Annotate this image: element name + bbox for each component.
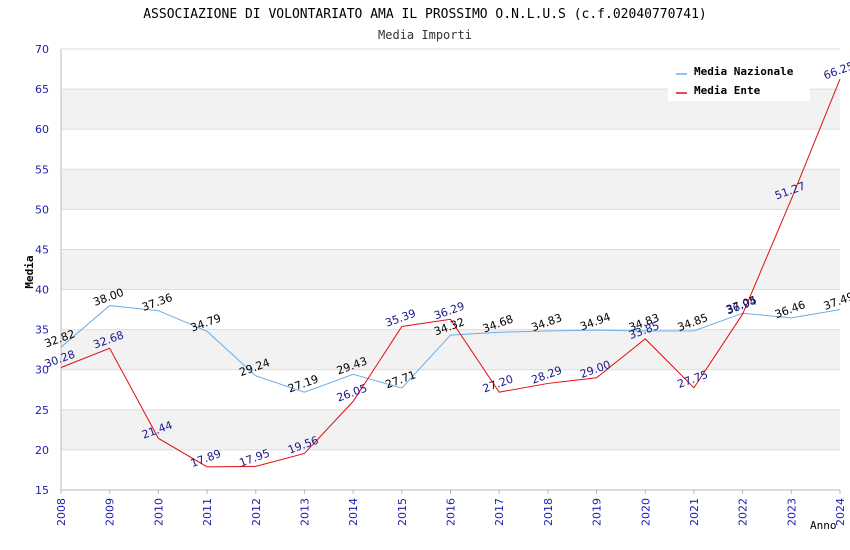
x-tick-label: 2013 [298,498,311,526]
x-tick-label: 2017 [493,498,506,526]
legend-label: Media Nazionale [694,65,794,78]
chart-title: ASSOCIAZIONE DI VOLONTARIATO AMA IL PROS… [143,7,707,22]
y-tick-label: 20 [35,444,49,457]
x-tick-label: 2021 [688,498,701,526]
plot-band [61,129,840,170]
y-tick-label: 30 [35,364,49,377]
plot-band [61,369,840,410]
y-tick-label: 35 [35,324,49,337]
y-tick-label: 70 [35,43,49,56]
legend: Media Nazionale Media Ente [668,60,810,101]
y-tick-label: 45 [35,243,49,256]
legend-label: Media Ente [694,84,761,97]
plot-band [61,209,840,250]
chart-subtitle: Media Importi [378,28,472,42]
axes: 15 20 25 30 35 40 45 50 55 60 65 70 2008 2009 2010 2011… [35,43,847,526]
y-tick-label: 50 [35,203,49,216]
x-tick-label: 2019 [591,498,604,526]
x-tick-label: 2008 [55,498,68,526]
x-tick-label: 2024 [834,498,847,526]
plot-band [61,289,840,330]
series-lines [60,78,841,468]
x-axis-label: Anno [810,519,837,532]
x-tick-label: 2014 [347,498,360,526]
plot-band [61,409,840,450]
x-tick-label: 2022 [737,498,750,526]
y-tick-label: 60 [35,123,49,136]
y-tick-label: 25 [35,404,49,417]
y-tick-label: 55 [35,163,49,176]
plot-background-bands [61,49,840,490]
y-tick-label: 15 [35,484,49,497]
x-tick-label: 2012 [250,498,263,526]
x-tick-label: 2011 [201,498,214,526]
y-tick-label: 40 [35,284,49,297]
series-line-media-nazionale [60,305,841,393]
x-tick-label: 2018 [542,498,555,526]
plot-band [61,249,840,290]
x-tick-label: 2010 [152,498,165,526]
x-tick-label: 2020 [639,498,652,526]
plot-band [61,169,840,210]
y-tick-label: 65 [35,83,49,96]
x-tick-label: 2023 [785,498,798,526]
x-tick-label: 2016 [445,498,458,526]
series-line-media-ente [60,78,841,468]
y-axis-label: Media [23,255,36,288]
legend-box [668,60,810,101]
x-tick-label: 2009 [104,498,117,526]
plot-band [61,449,840,490]
x-tick-label: 2015 [396,498,409,526]
